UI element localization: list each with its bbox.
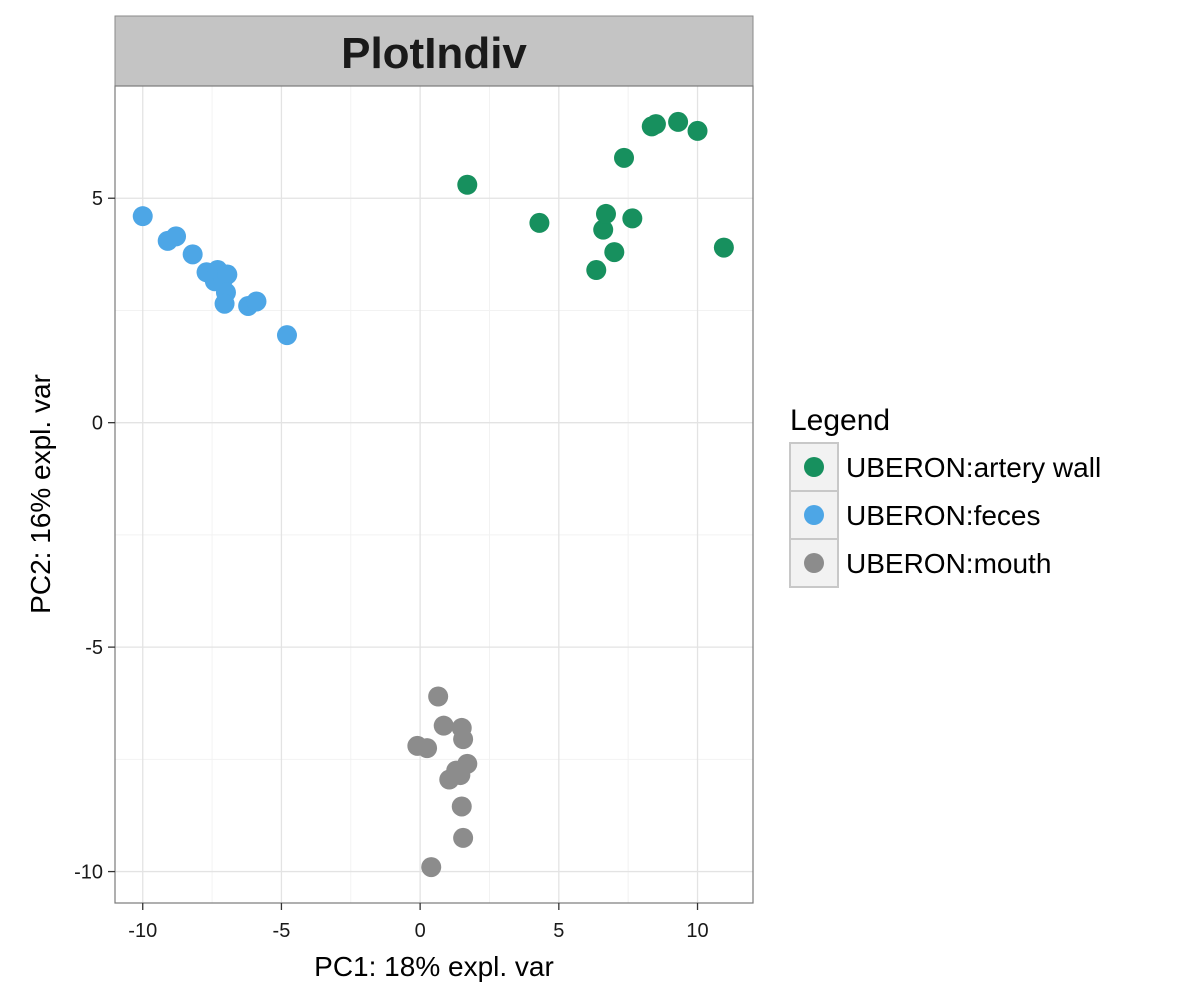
x-tick-label: 10 (686, 920, 708, 942)
data-point (417, 738, 438, 759)
series-2 (407, 686, 478, 878)
data-point (604, 242, 625, 263)
x-axis-title: PC1: 18% expl. var (314, 951, 554, 982)
legend-items: UBERON:artery wall UBERON:feces UBERON:mou… (789, 442, 1101, 588)
facet-strip (114, 15, 754, 87)
data-point (217, 264, 238, 285)
y-tick-label: -5 (85, 637, 103, 659)
data-point (246, 291, 267, 312)
data-point (214, 293, 235, 314)
x-tick-label: 0 (415, 920, 426, 942)
data-point (182, 244, 203, 265)
legend-item: UBERON:feces (789, 490, 1041, 540)
legend-label: UBERON:artery wall (846, 452, 1101, 483)
data-point (457, 174, 478, 195)
legend-label: UBERON:feces (846, 500, 1041, 531)
data-point (453, 729, 474, 750)
data-point (622, 208, 643, 229)
data-point (614, 147, 635, 168)
legend-label: UBERON:mouth (846, 548, 1051, 579)
x-axis-ticks: -10 -5 0 5 10 (128, 903, 709, 942)
data-point (428, 686, 449, 707)
grid-lines (115, 86, 753, 903)
data-point (166, 226, 187, 247)
legend-item: UBERON:artery wall (789, 442, 1101, 492)
y-tick-label: -10 (74, 862, 103, 884)
x-tick-label: 5 (553, 920, 564, 942)
chart-title: PlotIndiv (341, 29, 527, 78)
data-point (529, 212, 550, 233)
data-point (645, 114, 666, 135)
data-points (132, 111, 734, 878)
legend-marker (804, 553, 824, 573)
y-axis-title: PC2: 16% expl. var (25, 374, 56, 614)
data-point (433, 715, 454, 736)
data-point (451, 796, 472, 817)
data-point (132, 206, 153, 227)
data-point (421, 857, 442, 878)
legend-item: UBERON:mouth (789, 538, 1051, 588)
series-1 (132, 206, 297, 346)
data-point (586, 260, 607, 281)
legend: Legend UBERON:artery wallUBERON:fecesUBE… (789, 404, 1101, 588)
data-point (453, 827, 474, 848)
plot-panel (115, 86, 753, 903)
x-tick-label: -5 (273, 920, 291, 942)
data-point (276, 325, 297, 346)
y-tick-label: 5 (92, 188, 103, 210)
data-point (687, 120, 708, 141)
data-point (713, 237, 734, 258)
legend-marker (804, 505, 824, 525)
legend-title: Legend (790, 404, 890, 437)
panel-border (114, 85, 754, 904)
series-0 (457, 111, 734, 281)
legend-marker (804, 457, 824, 477)
data-point (668, 111, 689, 132)
x-tick-label: -10 (128, 920, 157, 942)
y-tick-label: 0 (92, 413, 103, 435)
y-axis-ticks: -10 -5 0 5 (74, 188, 115, 884)
data-point (593, 219, 614, 240)
data-point (595, 203, 616, 224)
data-point (439, 769, 460, 790)
